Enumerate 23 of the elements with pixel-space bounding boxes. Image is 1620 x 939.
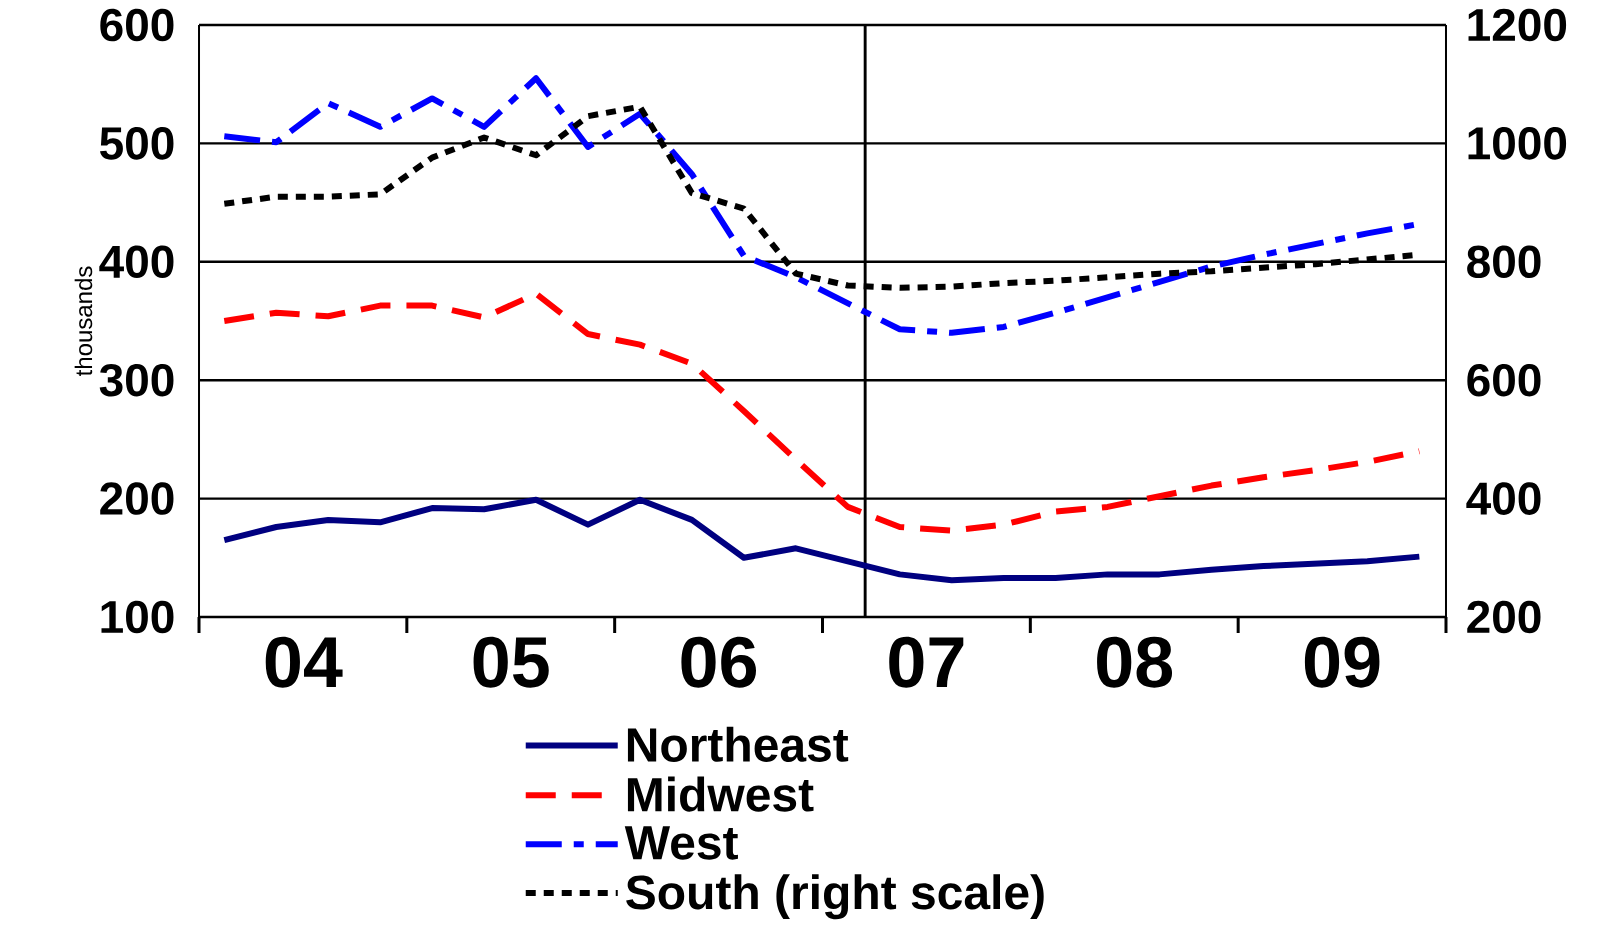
y2-tick-label: 1200 [1468,8,1567,42]
y2-tick-label: 400 [1466,482,1541,515]
legend-label: West [624,826,738,860]
legend-label: Northeast [627,726,849,762]
y-tick-label: 100 [101,600,174,634]
x-tick-label: 05 [473,636,549,688]
x-tick-label: 07 [889,636,964,688]
x-tick-label: 08 [1097,636,1173,688]
y-tick-label: 500 [100,127,174,160]
y2-tick-label: 800 [1467,245,1541,279]
y-tick-label: 600 [100,8,174,42]
x-tick-label: 06 [681,636,756,688]
legend-label: Midwest [627,776,814,812]
y-axis-title: thousands [74,266,93,376]
legend-label: South (right scale) [626,874,1044,920]
y-tick-label: 300 [99,363,174,397]
y2-tick-label: 600 [1467,363,1541,397]
x-tick-label: 04 [265,636,343,688]
y-tick-label: 200 [100,482,174,515]
y2-tick-label: 200 [1467,600,1541,634]
y2-tick-label: 1000 [1468,127,1567,160]
x-tick-label: 09 [1304,636,1380,688]
y-tick-label: 400 [99,245,174,279]
